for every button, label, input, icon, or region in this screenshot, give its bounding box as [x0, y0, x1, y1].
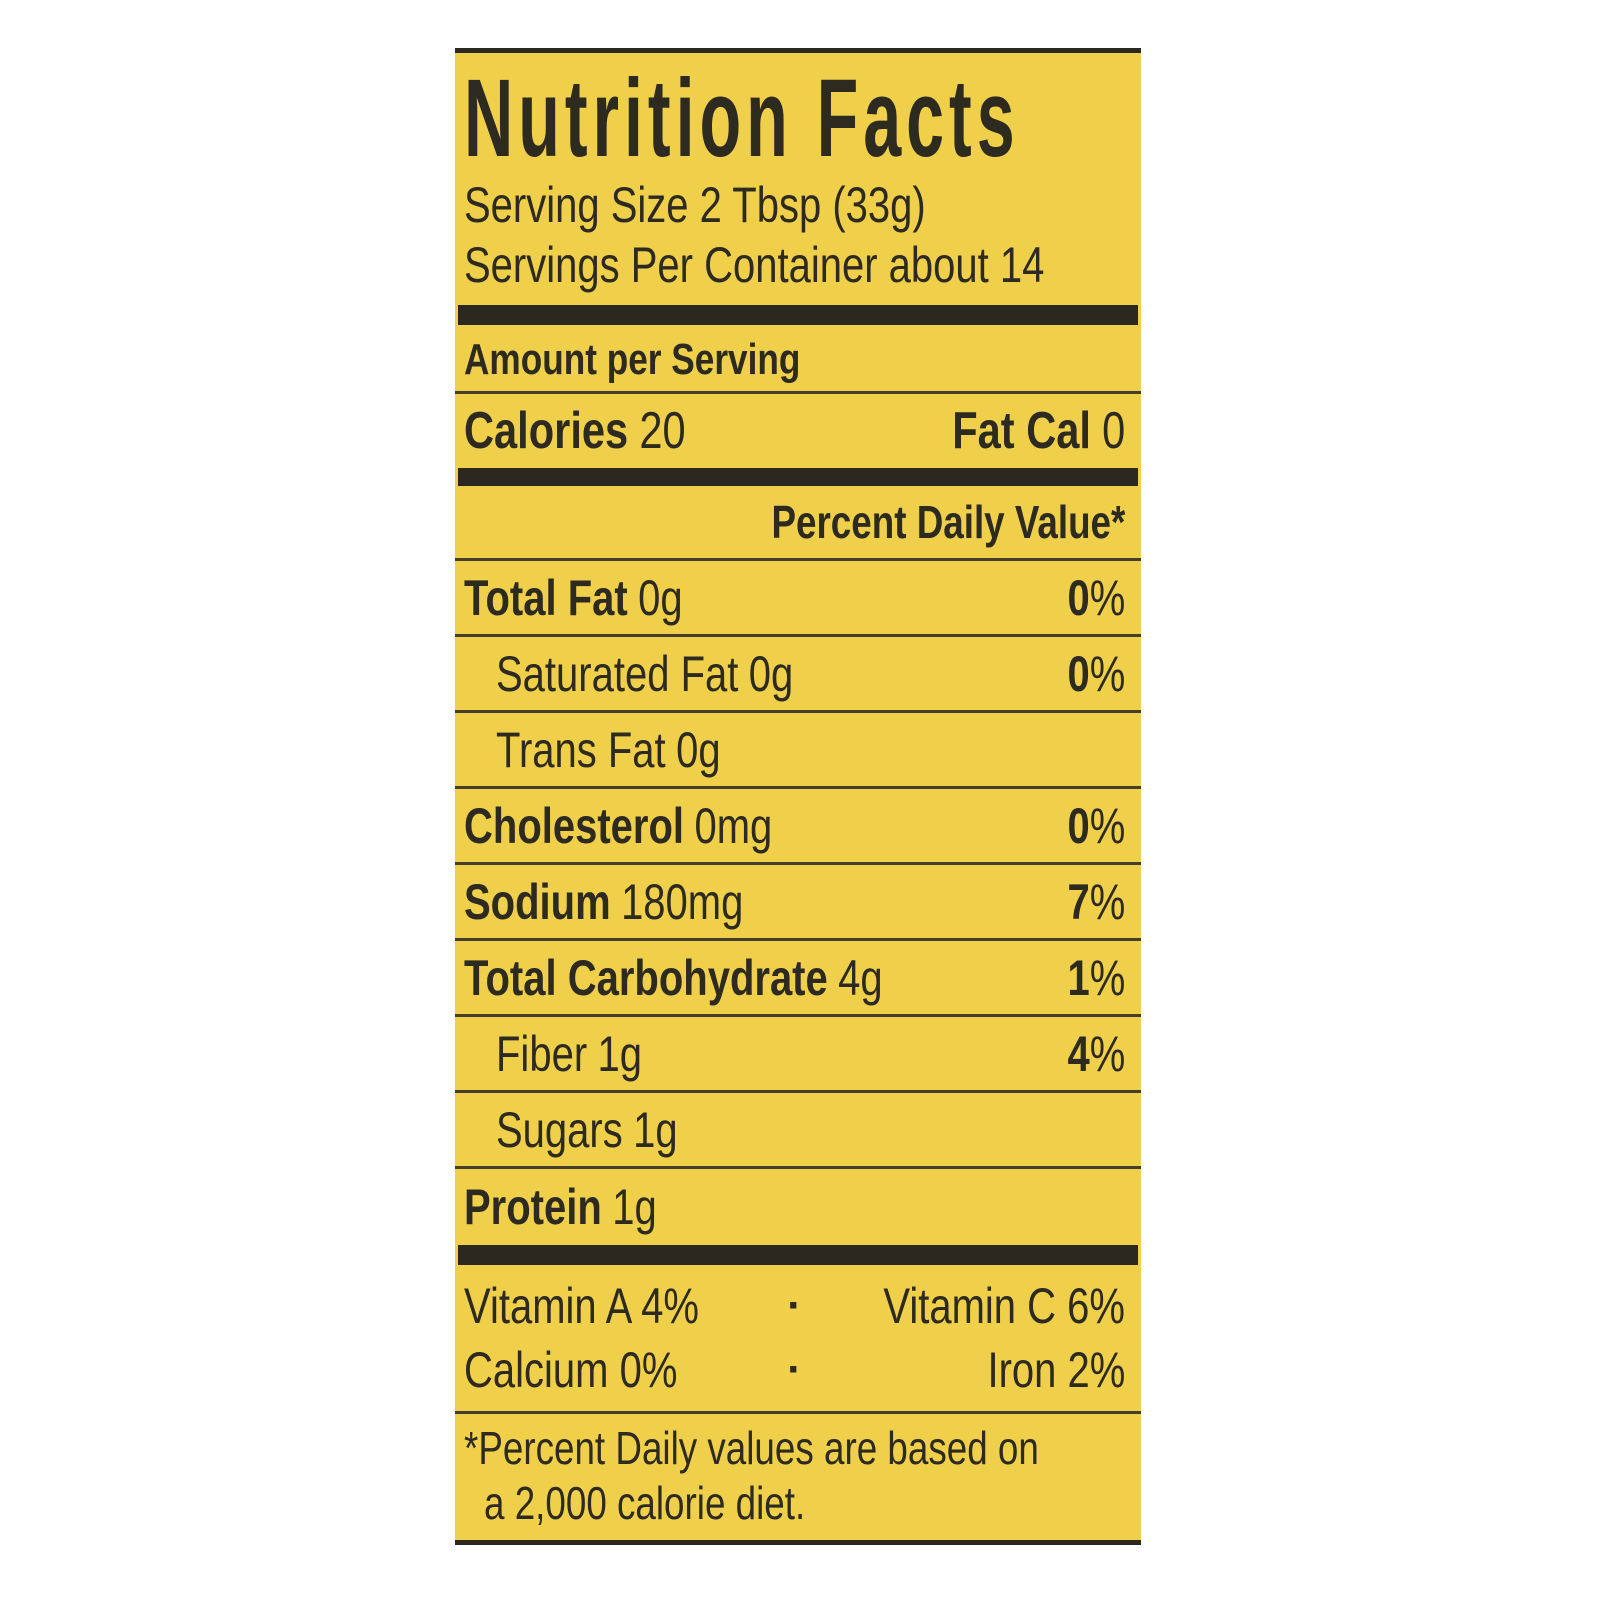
- nutrient-row-protein: Protein 1g: [464, 1179, 657, 1235]
- footnote: *Percent Daily values are based on a 2,0…: [455, 1421, 1141, 1531]
- nutrient-row-sugars: Sugars 1g: [455, 1093, 1141, 1169]
- dot-separator: ·: [787, 1345, 802, 1394]
- vitamin-row-2: Calcium 0% · Iron 2%: [464, 1342, 1125, 1398]
- nutrient-row-saturated-fat: Saturated Fat 0g 0%: [455, 637, 1141, 713]
- thin-rule: [455, 1411, 1141, 1414]
- nutrient-row-total-carbohydrate: Total Carbohydrate 4g 1%: [455, 941, 1141, 1017]
- amount-per-serving: Amount per Serving: [455, 325, 1141, 394]
- nutrient-row-sodium: Sodium 180mg 7%: [455, 865, 1141, 941]
- fat-calories: Fat Cal 0: [951, 402, 1125, 460]
- thick-separator-bar: [458, 468, 1138, 486]
- dot-separator: ·: [787, 1281, 802, 1330]
- footnote-line-1: *Percent Daily values are based on: [464, 1422, 1039, 1474]
- vitamin-row-1: Vitamin A 4% · Vitamin C 6%: [464, 1278, 1125, 1334]
- nutrition-facts-label: Nutrition Facts Serving Size 2 Tbsp (33g…: [455, 48, 1141, 1545]
- nutrient-row-total-fat: Total Fat 0g 0%: [455, 561, 1141, 637]
- serving-size: Serving Size 2 Tbsp (33g): [464, 177, 926, 233]
- label-title: Nutrition Facts: [464, 57, 1020, 180]
- calories: Calories 20: [464, 402, 686, 460]
- servings-per-container: Servings Per Container about 14: [464, 237, 1045, 293]
- footnote-line-2: a 2,000 calorie diet.: [484, 1477, 806, 1529]
- nutrient-row-trans-fat: Trans Fat 0g: [455, 713, 1141, 789]
- thick-separator-bar: [458, 305, 1138, 325]
- nutrient-row-cholesterol: Cholesterol 0mg 0%: [455, 789, 1141, 865]
- thick-separator-bar: [458, 1245, 1138, 1265]
- percent-daily-value-header: Percent Daily Value*: [455, 486, 1141, 561]
- nutrient-row-fiber: Fiber 1g 4%: [455, 1017, 1141, 1093]
- calories-row: Calories 20 Fat Cal 0: [455, 394, 1141, 468]
